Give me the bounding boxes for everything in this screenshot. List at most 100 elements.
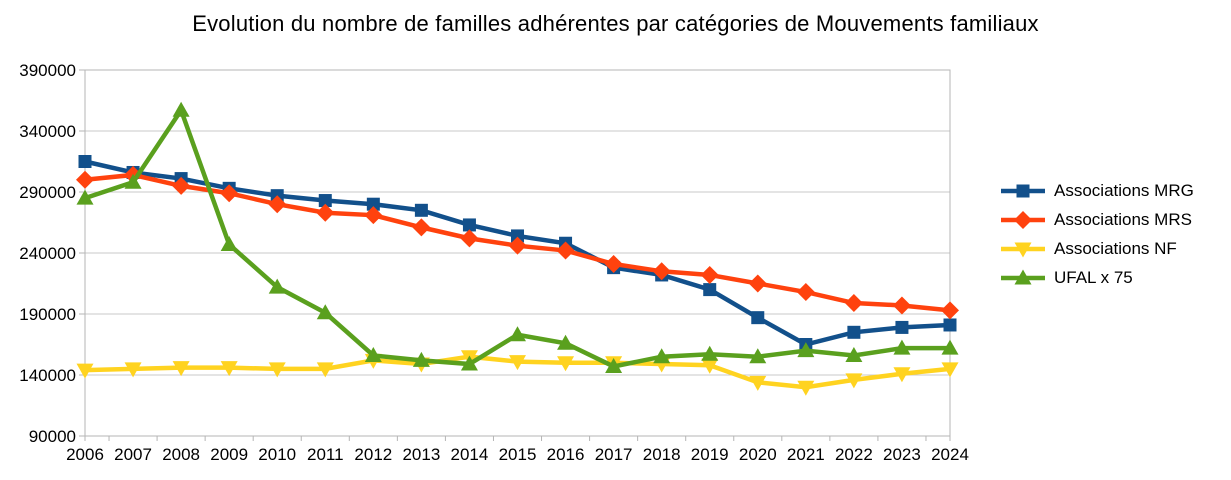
data-point-marker bbox=[893, 367, 911, 383]
x-axis-tick-label: 2012 bbox=[354, 445, 392, 464]
data-point-marker bbox=[557, 334, 575, 350]
y-axis-tick-label: 140000 bbox=[19, 366, 76, 385]
data-point-marker bbox=[220, 184, 239, 203]
x-axis-tick-label: 2016 bbox=[547, 445, 585, 464]
data-point-marker bbox=[749, 348, 767, 364]
data-point-marker bbox=[76, 170, 94, 189]
data-point-marker bbox=[316, 362, 334, 378]
legend-square-swatch-icon bbox=[1001, 184, 1045, 197]
data-point-marker bbox=[412, 218, 431, 237]
data-point-marker bbox=[892, 296, 911, 315]
data-point-marker bbox=[652, 262, 671, 281]
data-point-marker bbox=[895, 320, 909, 334]
legend-item-label: Associations MRG bbox=[1054, 180, 1194, 200]
x-axis-tick-label: 2021 bbox=[787, 445, 825, 464]
x-axis-tick-label: 2022 bbox=[835, 445, 873, 464]
data-point-marker bbox=[893, 339, 911, 355]
series-associations-mrs bbox=[76, 165, 959, 320]
data-point-marker bbox=[509, 355, 526, 371]
series-associations-nf bbox=[76, 350, 959, 396]
y-axis-tick-label: 90000 bbox=[29, 427, 76, 446]
data-point-marker bbox=[124, 173, 142, 189]
data-point-marker bbox=[412, 351, 430, 367]
y-axis-tick-label: 190000 bbox=[19, 305, 76, 324]
data-point-marker bbox=[751, 311, 765, 325]
data-point-marker bbox=[172, 176, 191, 195]
data-point-marker bbox=[605, 357, 623, 373]
legend-item-ufal-x-75: UFAL x 75 bbox=[1000, 263, 1231, 292]
x-axis-tick-label: 2018 bbox=[643, 445, 681, 464]
chart-legend: Associations MRG Associations MRS Associat… bbox=[1000, 176, 1231, 292]
legend-item-label: UFAL x 75 bbox=[1054, 267, 1133, 287]
data-point-marker bbox=[700, 265, 719, 284]
data-point-marker bbox=[797, 342, 815, 358]
x-axis-tick-label: 2010 bbox=[258, 445, 296, 464]
x-axis-tick-label: 2020 bbox=[739, 445, 777, 464]
data-point-marker bbox=[172, 101, 190, 117]
data-point-marker bbox=[316, 304, 334, 320]
data-point-marker bbox=[557, 356, 575, 372]
data-point-marker bbox=[318, 194, 332, 208]
legend-item-label: Associations NF bbox=[1054, 238, 1177, 258]
data-point-marker bbox=[76, 363, 94, 379]
data-point-marker bbox=[796, 283, 815, 302]
x-axis-tick-label: 2014 bbox=[451, 445, 489, 464]
y-axis-tick-label: 240000 bbox=[19, 244, 76, 263]
legend-item-associations-nf: Associations NF bbox=[1000, 234, 1231, 263]
x-axis-tick-label: 2019 bbox=[691, 445, 729, 464]
x-axis-tick-label: 2023 bbox=[883, 445, 921, 464]
data-point-marker bbox=[941, 301, 959, 320]
data-point-marker bbox=[268, 362, 286, 378]
x-axis-tick-label: 2008 bbox=[162, 445, 200, 464]
y-axis-tick-label: 290000 bbox=[19, 183, 76, 202]
x-axis-tick-label: 2009 bbox=[210, 445, 248, 464]
x-axis-tick-label: 2011 bbox=[307, 445, 344, 464]
data-point-marker bbox=[460, 355, 478, 371]
x-axis-tick-label: 2013 bbox=[402, 445, 440, 464]
data-point-marker bbox=[462, 218, 476, 232]
data-point-marker bbox=[508, 236, 527, 255]
plot-border bbox=[84, 69, 951, 437]
data-point-marker bbox=[316, 203, 335, 222]
data-point-marker bbox=[220, 361, 238, 377]
legend-item-label: Associations MRS bbox=[1054, 209, 1192, 229]
data-point-marker bbox=[364, 206, 383, 225]
legend-triangle-down-swatch-icon bbox=[1001, 242, 1045, 257]
data-point-marker bbox=[268, 278, 286, 294]
data-point-marker bbox=[76, 189, 94, 205]
data-point-marker bbox=[511, 229, 524, 243]
y-axis-tick-label: 340000 bbox=[19, 122, 76, 141]
y-axis-tick-label: 390000 bbox=[19, 61, 76, 80]
legend-diamond-swatch-icon bbox=[1001, 210, 1045, 229]
data-point-marker bbox=[366, 197, 380, 211]
data-point-marker bbox=[749, 375, 767, 391]
legend-item-associations-mrg: Associations MRG bbox=[1000, 176, 1231, 205]
data-point-marker bbox=[847, 325, 861, 339]
x-axis-tick-label: 2015 bbox=[499, 445, 537, 464]
data-point-marker bbox=[844, 294, 863, 313]
data-point-marker bbox=[509, 326, 526, 342]
x-axis-tick-label: 2017 bbox=[595, 445, 633, 464]
data-point-marker bbox=[703, 283, 717, 297]
x-axis-tick-label: 2007 bbox=[114, 445, 152, 464]
legend-item-associations-mrs: Associations MRS bbox=[1000, 205, 1231, 234]
data-point-marker bbox=[556, 241, 575, 260]
data-point-marker bbox=[845, 346, 863, 362]
data-point-marker bbox=[414, 203, 428, 217]
data-point-marker bbox=[845, 373, 863, 389]
chart-title: Evolution du nombre de familles adhérent… bbox=[192, 11, 1039, 36]
data-point-marker bbox=[220, 235, 238, 251]
data-point-marker bbox=[748, 274, 767, 293]
data-point-marker bbox=[364, 346, 382, 362]
data-point-marker bbox=[172, 361, 190, 377]
data-point-marker bbox=[124, 362, 142, 378]
data-point-marker bbox=[78, 155, 92, 168]
data-point-marker bbox=[460, 229, 479, 248]
data-point-marker bbox=[941, 362, 959, 378]
legend-triangle-up-swatch-icon bbox=[1001, 269, 1045, 284]
data-point-marker bbox=[604, 254, 623, 273]
data-point-marker bbox=[701, 358, 719, 374]
data-point-marker bbox=[797, 380, 815, 396]
data-point-marker bbox=[268, 195, 287, 214]
